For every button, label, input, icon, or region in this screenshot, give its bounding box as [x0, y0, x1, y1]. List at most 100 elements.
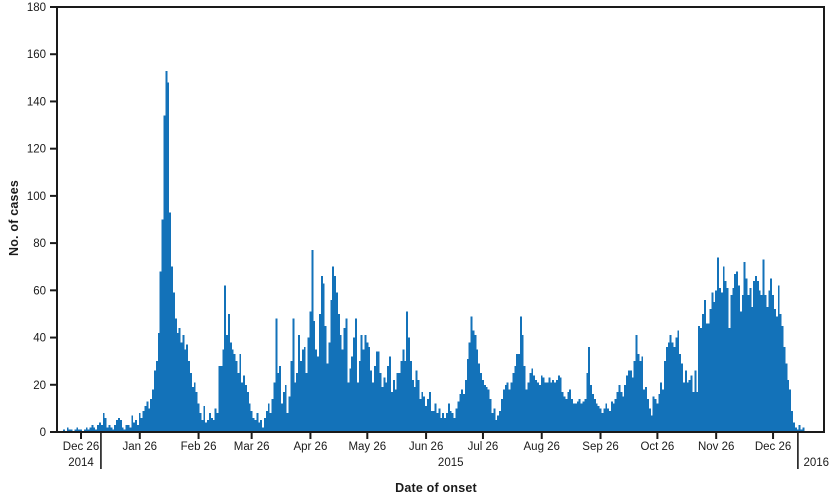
bar: [121, 427, 124, 432]
bar: [546, 382, 549, 432]
bar: [190, 372, 192, 432]
bar: [235, 361, 238, 432]
bar: [343, 328, 346, 432]
bar: [337, 313, 340, 432]
bar: [360, 335, 363, 432]
bar: [212, 420, 215, 432]
bar: [385, 382, 388, 432]
x-tick-label: Dec 26: [755, 441, 791, 453]
bar: [208, 413, 211, 432]
bar: [588, 347, 591, 432]
bar: [544, 382, 547, 432]
bar: [180, 342, 183, 432]
bar: [372, 382, 374, 432]
bar: [165, 70, 168, 432]
year-label: 2014: [68, 457, 94, 469]
bar: [669, 335, 672, 432]
bar: [436, 413, 439, 432]
bar: [330, 299, 333, 432]
bar: [112, 429, 115, 432]
bar: [637, 354, 640, 432]
bar: [510, 382, 513, 432]
bar: [791, 410, 793, 432]
bar: [154, 370, 156, 432]
bar: [698, 325, 701, 432]
bar: [794, 427, 797, 432]
bar: [652, 396, 655, 432]
bar: [87, 429, 90, 432]
bar: [404, 361, 407, 432]
bar: [174, 318, 177, 432]
year-labels: 2014 2015 2016: [68, 457, 829, 469]
bar: [218, 365, 221, 432]
bar: [224, 285, 227, 432]
bar: [288, 396, 291, 432]
bar: [487, 389, 490, 432]
bar: [550, 382, 553, 432]
bar: [525, 389, 528, 432]
bar: [480, 372, 483, 432]
bar: [760, 295, 763, 432]
bar: [635, 335, 638, 432]
bar: [362, 349, 365, 432]
bar: [574, 403, 577, 432]
x-tick-label: Jan 26: [123, 441, 158, 453]
bar: [563, 396, 566, 432]
bar: [227, 313, 230, 432]
bar: [703, 299, 706, 432]
bar: [597, 406, 600, 432]
bar: [753, 280, 756, 432]
bar: [347, 382, 350, 432]
bar: [281, 403, 283, 432]
bar: [411, 380, 414, 432]
bar: [472, 330, 475, 432]
bar: [394, 389, 397, 432]
bar: [99, 422, 101, 432]
y-axis-ticks: [50, 6, 56, 433]
bar: [345, 318, 348, 432]
bar: [506, 382, 509, 432]
bar: [250, 410, 253, 432]
bar: [537, 382, 539, 432]
bar: [658, 394, 661, 432]
bar: [425, 406, 428, 432]
bar: [802, 427, 805, 432]
bar: [495, 420, 498, 432]
bar: [548, 377, 551, 432]
bar: [527, 382, 530, 432]
bar: [415, 370, 418, 432]
bar: [421, 391, 424, 432]
x-tick-label: Sep 26: [582, 441, 618, 453]
bar: [284, 384, 287, 432]
bar: [504, 384, 507, 432]
bar: [398, 372, 401, 432]
bar: [662, 389, 665, 432]
bar: [197, 403, 200, 432]
bar: [301, 349, 304, 432]
bar: [201, 420, 204, 432]
bar: [648, 408, 651, 432]
bar: [605, 403, 608, 432]
bar: [705, 323, 708, 432]
bar: [296, 372, 299, 432]
bar: [457, 401, 460, 432]
bar: [68, 429, 71, 432]
bar: [286, 413, 289, 432]
bar: [792, 422, 795, 432]
bar: [324, 325, 327, 432]
bar: [438, 408, 441, 432]
x-tick-label: Jun 26: [409, 441, 444, 453]
bar: [489, 398, 492, 432]
bar: [379, 372, 382, 432]
bar: [95, 429, 98, 432]
bar: [191, 387, 194, 432]
bar: [688, 380, 691, 432]
bar: [783, 347, 786, 432]
bar: [292, 318, 295, 432]
bar: [387, 365, 390, 432]
bar: [442, 413, 445, 432]
bar: [540, 375, 543, 432]
bar: [193, 382, 196, 432]
bar: [123, 429, 126, 432]
bar: [624, 384, 627, 432]
